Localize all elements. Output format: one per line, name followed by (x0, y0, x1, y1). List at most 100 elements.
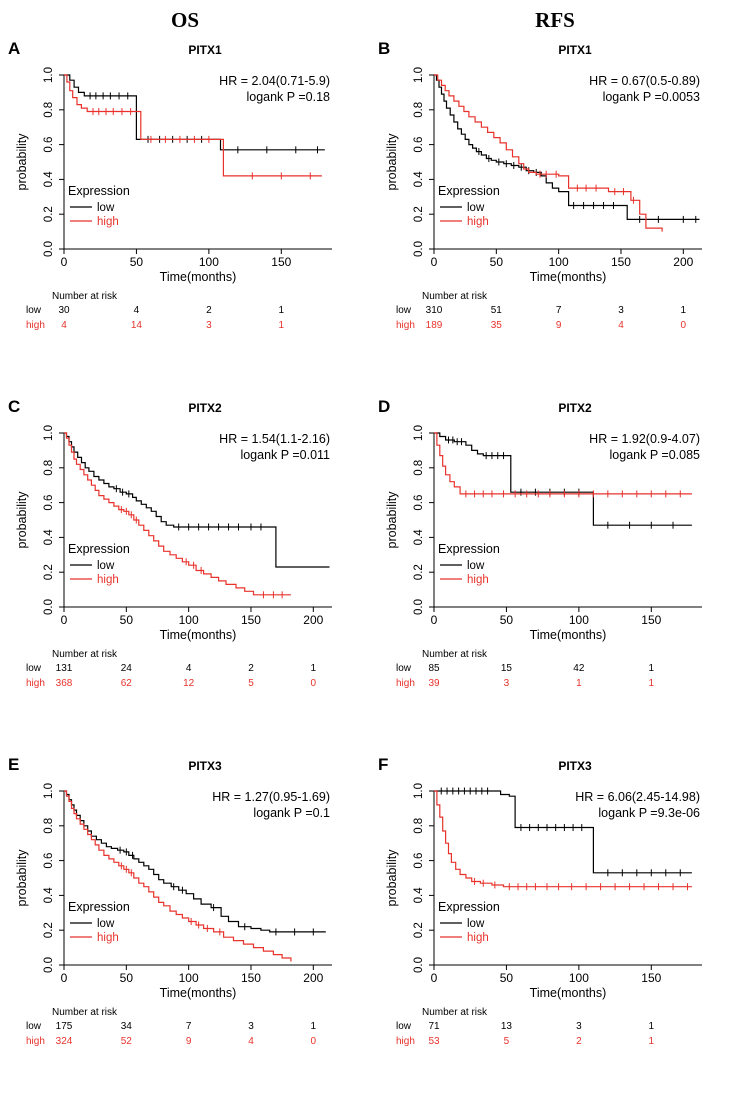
panel-title: PITX3 (558, 759, 592, 773)
risk-value-low: 1 (310, 663, 317, 674)
y-tick-label: 0.0 (43, 957, 55, 973)
risk-row-label-low: low (396, 305, 412, 316)
y-tick-label: 0.6 (43, 853, 55, 869)
risk-value-high: 5 (503, 1036, 510, 1047)
risk-value-high: 12 (183, 678, 195, 689)
y-tick-label: 0.2 (43, 206, 55, 222)
y-axis-label: probability (385, 491, 399, 549)
logrank-annotation: logank P =0.18 (246, 90, 330, 104)
risk-value-high: 9 (555, 320, 562, 331)
legend-high-label: high (467, 574, 489, 586)
risk-row-label-high: high (396, 678, 415, 689)
y-tick-label: 1.0 (413, 425, 425, 441)
km-panel-e: E PITX3 0.0 0.2 0.4 0.6 0.8 1.0 0 50 100 150 200 Ti… (0, 749, 370, 1107)
km-curve-high (434, 74, 663, 232)
risk-value-low: 2 (248, 663, 254, 674)
km-panel-c: C PITX2 0.0 0.2 0.4 0.6 0.8 1.0 0 50 100 150 200 Ti… (0, 391, 370, 749)
y-tick-label: 0.6 (43, 495, 55, 511)
y-tick-label: 0.6 (43, 137, 55, 153)
risk-header: Number at risk (52, 291, 118, 302)
risk-value-high: 3 (206, 320, 212, 331)
x-tick-label: 50 (130, 255, 144, 269)
hr-annotation: HR = 1.92(0.9-4.07) (589, 432, 700, 446)
column-header-os: OS (170, 8, 199, 32)
column-headers: OS RFS (0, 0, 740, 33)
risk-table: Number at risk low 30 4 2 1 high 4 14 3 1 (14, 289, 370, 351)
risk-value-high: 9 (185, 1036, 192, 1047)
risk-row-label-low: low (396, 663, 412, 674)
x-tick-label: 200 (673, 255, 693, 269)
legend-low-label: low (97, 560, 115, 572)
x-tick-label: 0 (431, 613, 438, 627)
panel-title: PITX1 (558, 43, 592, 57)
risk-value-low: 30 (58, 305, 70, 316)
y-tick-label: 0.0 (413, 241, 425, 257)
panel-letter: E (8, 755, 20, 774)
x-tick-label: 50 (490, 255, 504, 269)
y-tick-label: 1.0 (413, 783, 425, 799)
y-tick-label: 0.8 (413, 818, 425, 834)
y-tick-label: 1.0 (43, 783, 55, 799)
km-curve-high (434, 790, 692, 888)
y-axis-label: probability (385, 849, 399, 907)
x-tick-label: 0 (61, 613, 68, 627)
risk-value-high: 2 (576, 1036, 582, 1047)
y-tick-label: 0.2 (43, 922, 55, 938)
panel-letter: F (378, 755, 389, 774)
legend-high-label: high (97, 216, 119, 228)
y-tick-label: 0.2 (413, 922, 425, 938)
risk-value-high: 368 (55, 678, 73, 689)
hr-annotation: HR = 1.54(1.1-2.16) (219, 432, 330, 446)
x-tick-label: 0 (431, 971, 438, 985)
km-plot: 0.0 0.2 0.4 0.6 0.8 1.0 0 50 100 150 200 Time(month… (15, 783, 332, 1000)
risk-value-low: 85 (428, 663, 440, 674)
km-plot: 0.0 0.2 0.4 0.6 0.8 1.0 0 50 100 150 Time(months) p… (385, 783, 702, 1000)
risk-header: Number at risk (52, 1007, 118, 1018)
x-tick-label: 50 (120, 613, 134, 627)
y-tick-label: 0.4 (413, 529, 425, 546)
y-tick-label: 0.6 (413, 853, 425, 869)
km-curve-high (64, 74, 322, 177)
x-tick-label: 150 (271, 255, 291, 269)
panel-grid: A PITX1 0.0 0.2 0.4 0.6 0.8 1.0 0 50 100 150 Time(… (0, 33, 740, 1107)
x-tick-label: 0 (431, 255, 438, 269)
panel-letter: B (378, 39, 391, 58)
x-tick-label: 150 (641, 971, 661, 985)
x-tick-label: 100 (549, 255, 569, 269)
y-tick-label: 0.6 (413, 137, 425, 153)
x-tick-label: 50 (500, 971, 514, 985)
risk-value-low: 3 (248, 1021, 254, 1032)
y-tick-label: 0.0 (413, 599, 425, 615)
column-header-rfs: RFS (535, 8, 575, 32)
legend-title: Expression (68, 542, 130, 556)
y-axis-label: probability (15, 849, 29, 907)
risk-value-low: 3 (576, 1021, 582, 1032)
x-axis-label: Time(months) (160, 986, 237, 1000)
legend-low-label: low (467, 560, 485, 572)
risk-value-high: 35 (490, 320, 502, 331)
y-tick-label: 1.0 (413, 67, 425, 83)
risk-value-low: 7 (185, 1021, 192, 1032)
km-curve-low (434, 432, 692, 526)
risk-row-label-high: high (26, 678, 45, 689)
risk-header: Number at risk (422, 1007, 488, 1018)
y-tick-label: 0.0 (43, 241, 55, 257)
risk-value-low: 1 (680, 305, 687, 316)
x-axis-label: Time(months) (530, 628, 607, 642)
km-curve-high (434, 432, 692, 495)
risk-table: Number at risk low 85 15 42 1 high 39 3 1 1 (384, 647, 740, 709)
y-tick-label: 0.6 (413, 495, 425, 511)
y-tick-label: 0.8 (413, 460, 425, 476)
risk-row-label-low: low (396, 1021, 412, 1032)
km-panel-d: D PITX2 0.0 0.2 0.4 0.6 0.8 1.0 0 50 100 150 Time(… (370, 391, 740, 749)
risk-value-high: 1 (576, 678, 582, 689)
x-axis-label: Time(months) (530, 270, 607, 284)
x-tick-label: 100 (179, 613, 199, 627)
risk-value-low: 1 (648, 663, 655, 674)
y-tick-label: 1.0 (43, 425, 55, 441)
x-tick-label: 50 (120, 971, 134, 985)
y-axis-label: probability (15, 133, 29, 191)
legend-high-label: high (97, 932, 119, 944)
risk-value-high: 52 (120, 1036, 132, 1047)
